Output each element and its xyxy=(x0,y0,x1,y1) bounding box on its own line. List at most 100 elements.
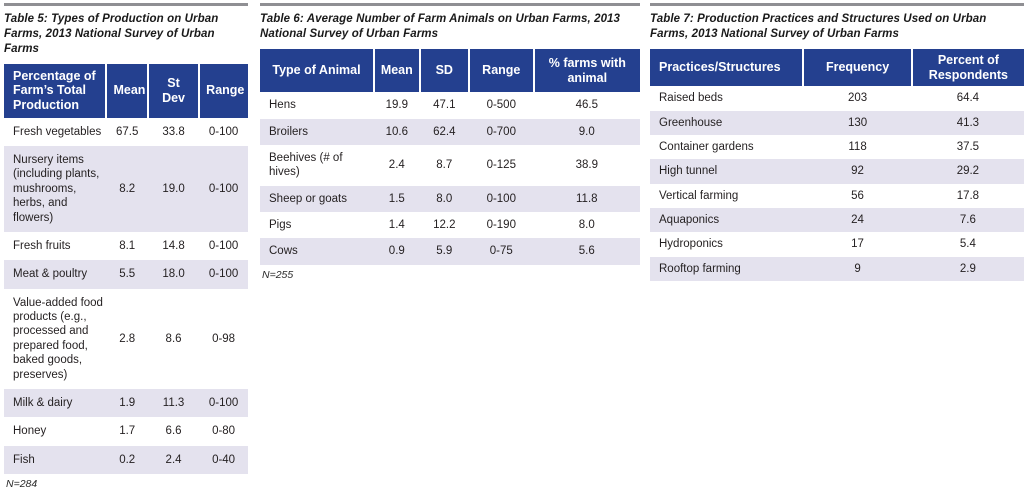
cell-value: 64.4 xyxy=(956,92,980,105)
cell-value: 8.0 xyxy=(578,219,595,231)
cell-value: 37.5 xyxy=(956,140,980,153)
cell-value: 19.0 xyxy=(147,146,200,232)
table-row: Fish 0.2 2.4 0-40 xyxy=(4,445,248,475)
column-header: Mean xyxy=(105,63,148,118)
row-label: Vertical farming xyxy=(659,189,739,202)
header-row: Type of Animal Mean SD Range% farms with an… xyxy=(260,48,640,93)
cell-value: 1.7 xyxy=(119,425,136,438)
table-row: Sheep or goats 1.5 8.0 0-100 11.8 xyxy=(260,185,640,212)
row-label: Cows xyxy=(260,238,374,265)
cell-value: 0.9 xyxy=(374,238,420,265)
table6-top-rule xyxy=(260,3,640,6)
table-row: Vertical farming 56 17.8 xyxy=(650,184,1024,208)
row-label: Value-added food products (e.g., process… xyxy=(13,296,103,381)
row-label: Hens xyxy=(269,99,296,112)
column-header: SD xyxy=(418,48,469,93)
cell-value: 0-100 xyxy=(199,146,248,232)
row-label: Beehives (# of hives) xyxy=(269,151,343,179)
row-label: High tunnel xyxy=(650,159,804,184)
cell-value: 8.7 xyxy=(436,159,453,172)
cell-value: 10.6 xyxy=(374,118,420,145)
cell-value: 130 xyxy=(803,110,912,135)
cell-value: 47.1 xyxy=(433,99,456,112)
row-label: Sheep or goats xyxy=(260,185,374,212)
cell-value: 2.9 xyxy=(911,256,1024,282)
table-row: Greenhouse 130 41.3 xyxy=(650,110,1024,135)
table-row: Value-added food products (e.g., process… xyxy=(4,289,248,389)
row-label: Nursery items (including plants, mushroo… xyxy=(4,146,107,232)
table7-top-rule xyxy=(650,3,1024,6)
cell-value: 6.6 xyxy=(165,425,182,438)
column-header: St Dev xyxy=(146,63,200,118)
table5-section: Table 5: Types of Production on Urban Fa… xyxy=(4,3,248,490)
cell-value: 7.6 xyxy=(911,208,1024,233)
column-header: Range xyxy=(467,48,534,93)
row-label: Greenhouse xyxy=(650,110,804,135)
table-row: Raised beds 203 64.4 xyxy=(650,86,1024,110)
table-row: Beehives (# of hives) 2.4 8.7 0-125 38.9 xyxy=(260,145,640,186)
cell-value: 67.5 xyxy=(116,125,139,138)
table5-footnote: N=284 xyxy=(6,478,38,490)
cell-value: 5.4 xyxy=(959,238,976,251)
table-row: Pigs 1.4 12.2 0-190 8.0 xyxy=(260,212,640,238)
cell-value: 1.9 xyxy=(106,388,148,418)
row-label: Pigs xyxy=(269,219,292,231)
cell-value: 8.1 xyxy=(119,239,136,252)
column-header: Practices/Structures xyxy=(650,48,804,87)
cell-value: 56 xyxy=(851,189,864,202)
row-label: Hydroponics xyxy=(659,238,723,251)
cell-value: 62.4 xyxy=(419,118,469,145)
cell-value: 203 xyxy=(847,92,868,105)
column-header: Percent of Respondents xyxy=(910,48,1024,87)
table7-title: Table 7: Production Practices and Struct… xyxy=(650,13,987,40)
row-label: Fresh vegetables xyxy=(13,125,102,138)
cell-value: 8.6 xyxy=(165,332,182,345)
table-row: Container gardens 118 37.5 xyxy=(650,135,1024,159)
row-label: Container gardens xyxy=(659,140,754,153)
table6-title: Table 6: Average Number of Farm Animals … xyxy=(260,13,621,40)
cell-value: 33.8 xyxy=(162,125,185,138)
column-header: Frequency xyxy=(802,48,912,87)
cell-value: 0.2 xyxy=(106,445,148,475)
cell-value: 0-190 xyxy=(486,219,516,231)
cell-value: 12.2 xyxy=(433,219,456,231)
cell-value: 2.4 xyxy=(388,159,405,172)
cell-value: 0-100 xyxy=(199,260,248,289)
cell-value: 11.3 xyxy=(147,388,200,418)
cell-value: 0-100 xyxy=(208,125,239,138)
cell-value: 5.5 xyxy=(106,260,148,289)
cell-value: 9 xyxy=(803,256,912,282)
cell-value: 46.5 xyxy=(575,99,598,112)
cell-value: 2.4 xyxy=(147,445,200,475)
header-row: Percentage of Farm’s Total Production Mea… xyxy=(4,63,248,118)
table-row: High tunnel 92 29.2 xyxy=(650,159,1024,184)
cell-value: 17 xyxy=(851,238,864,251)
table7-section: Table 7: Production Practices and Struct… xyxy=(650,3,1024,468)
table-row: Aquaponics 24 7.6 xyxy=(650,208,1024,233)
row-label: Fish xyxy=(4,445,107,475)
table7-practices-structures: Practices/Structures Frequency Percent of … xyxy=(650,48,1024,282)
cell-value: 92 xyxy=(803,159,912,184)
cell-value: 5.9 xyxy=(419,238,469,265)
table5-production-types: Percentage of Farm’s Total Production Mea… xyxy=(4,63,248,475)
cell-value: 8.0 xyxy=(419,185,469,212)
cell-value: 9.0 xyxy=(533,118,640,145)
row-label: Milk & dairy xyxy=(4,388,107,418)
cell-value: 0-700 xyxy=(468,118,534,145)
cell-value: 41.3 xyxy=(911,110,1024,135)
table-row: Broilers 10.6 62.4 0-700 9.0 xyxy=(260,118,640,145)
cell-value: 0-125 xyxy=(486,159,516,172)
row-label: Aquaponics xyxy=(650,208,804,233)
row-label: Raised beds xyxy=(659,92,723,105)
cell-value: 29.2 xyxy=(911,159,1024,184)
cell-value: 8.2 xyxy=(106,146,148,232)
cell-value: 38.9 xyxy=(575,159,598,172)
cell-value: 0-40 xyxy=(199,445,248,475)
cell-value: 5.6 xyxy=(533,238,640,265)
table-row: Meat & poultry 5.5 18.0 0-100 xyxy=(4,260,248,289)
table6-footnote: N=255 xyxy=(262,268,294,281)
column-header: Percentage of Farm’s Total Production xyxy=(4,63,107,118)
table-row: Milk & dairy 1.9 11.3 0-100 xyxy=(4,388,248,418)
column-header: Mean xyxy=(373,48,420,93)
table-row: Fresh vegetables 67.5 33.8 0-100 xyxy=(4,118,248,146)
